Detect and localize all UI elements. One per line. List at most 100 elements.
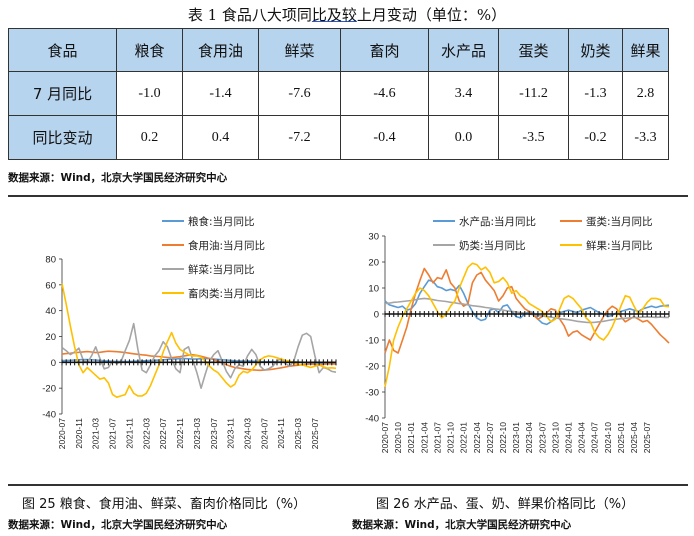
x-tick-label: 2025-04 — [629, 422, 639, 453]
header-cell: 奶类 — [568, 28, 623, 72]
table-cell: -1.0 — [116, 71, 183, 116]
x-tick-label: 2024-04 — [577, 422, 587, 453]
table-cell: -11.2 — [498, 71, 569, 116]
y-tick-label: 20 — [368, 258, 379, 269]
table-cell: 2.8 — [622, 71, 669, 116]
y-tick-label: 0 — [51, 358, 56, 369]
y-tick-label: -40 — [42, 410, 56, 421]
x-tick-label: 2023-01 — [511, 422, 521, 453]
header-cell: 鲜果 — [622, 28, 669, 72]
table-header-row: 食品 粮食 食用油 鲜菜 畜肉 水产品 蛋类 奶类 鲜果 — [8, 28, 669, 72]
x-tick-label: 2021-04 — [419, 422, 429, 453]
caption-figure-25: 图 25 粮食、食用油、鲜菜、畜肉价格同比（%） — [22, 497, 307, 512]
table-cell: 3.4 — [428, 71, 499, 116]
x-tick-label: 2024-07 — [259, 418, 269, 449]
x-tick-label: 2023-07 — [209, 418, 219, 449]
x-tick-label: 2020-07 — [380, 422, 390, 453]
caption-figure-26: 图 26 水产品、蛋、奶、鲜果价格同比（%） — [376, 497, 635, 512]
legend-label: 水产品:当月同比 — [459, 215, 536, 228]
x-tick-label: 2023-07 — [537, 422, 547, 453]
table-cell: -0.2 — [568, 115, 623, 160]
x-tick-label: 2025-03 — [293, 418, 303, 449]
table-cell: -0.4 — [340, 115, 429, 160]
x-tick-label: 2022-04 — [472, 422, 482, 453]
table-row: 7 月同比 -1.0 -1.4 -7.6 -4.6 3.4 -11.2 -1.3… — [8, 71, 669, 116]
y-tick-label: -20 — [42, 384, 56, 395]
y-tick-label: 60 — [45, 280, 56, 291]
table-cell: 0.4 — [182, 115, 259, 160]
x-tick-label: 2022-07 — [158, 418, 168, 449]
row-label: 7 月同比 — [8, 71, 117, 116]
x-tick-label: 2023-04 — [524, 422, 534, 453]
header-cell: 食用油 — [182, 28, 259, 72]
left-source-note: 数据来源：Wind，北京大学国民经济研究中心 — [8, 519, 228, 531]
y-tick-label: 30 — [368, 232, 379, 243]
y-tick-label: -10 — [365, 336, 379, 347]
table-cell: 0.0 — [428, 115, 499, 160]
x-tick-label: 2022-03 — [141, 418, 151, 449]
x-tick-label: 2025-07 — [310, 418, 320, 449]
x-tick-label: 2023-03 — [192, 418, 202, 449]
header-cell: 水产品 — [428, 28, 499, 72]
x-tick-label: 2024-03 — [242, 418, 252, 449]
legend-label: 鲜菜:当月同比 — [188, 263, 255, 276]
table-cell: 0.2 — [116, 115, 183, 160]
series-line — [61, 283, 337, 398]
table-cell: -3.3 — [622, 115, 669, 160]
series-line — [384, 262, 670, 387]
x-tick-label: 2024-10 — [603, 422, 613, 453]
table-cell: -7.6 — [258, 71, 341, 116]
header-cell: 蛋类 — [498, 28, 569, 72]
table-cell: -1.4 — [182, 71, 259, 116]
table-cell: -7.2 — [258, 115, 341, 160]
x-tick-label: 2022-01 — [459, 422, 469, 453]
x-tick-label: 2023-11 — [226, 418, 236, 449]
x-tick-label: 2022-11 — [175, 418, 185, 449]
header-cell: 畜肉 — [340, 28, 429, 72]
y-tick-label: 0 — [374, 310, 379, 321]
x-tick-label: 2024-01 — [564, 422, 574, 453]
y-tick-label: 80 — [45, 255, 56, 266]
x-tick-label: 2021-11 — [124, 418, 134, 449]
table-title-part1: 表 1 食品八大项同 — [187, 6, 312, 24]
header-cell: 食品 — [8, 28, 117, 72]
table-cell: -1.3 — [568, 71, 623, 116]
x-tick-label: 2021-07 — [432, 422, 442, 453]
y-tick-label: -30 — [365, 388, 379, 399]
x-tick-label: 2020-07 — [57, 418, 67, 449]
right-source-note: 数据来源：Wind，北京大学国民经济研究中心 — [352, 519, 572, 531]
x-tick-label: 2025-07 — [642, 422, 652, 453]
bottom-divider — [8, 484, 688, 486]
header-cell: 粮食 — [116, 28, 183, 72]
x-tick-label: 2025-01 — [616, 422, 626, 453]
table-title: 表 1 食品八大项同比及较上月变动（单位：%） — [0, 4, 694, 25]
y-tick-label: 10 — [368, 284, 379, 295]
table-cell: -3.5 — [498, 115, 569, 160]
y-tick-label: -40 — [365, 414, 379, 425]
x-tick-label: 2020-10 — [393, 422, 403, 453]
table-title-part3: 上月变动（单位：%） — [356, 6, 507, 24]
legend-label: 粮食:当月同比 — [188, 215, 255, 228]
y-tick-label: 40 — [45, 306, 56, 317]
legend-label: 畜肉类:当月同比 — [188, 287, 265, 300]
food-price-table: 食品 粮食 食用油 鲜菜 畜肉 水产品 蛋类 奶类 鲜果 7 月同比 -1.0 … — [8, 28, 669, 160]
x-tick-label: 2021-10 — [446, 422, 456, 453]
top-divider — [8, 195, 688, 197]
legend-label: 蛋类:当月同比 — [586, 215, 653, 228]
x-tick-label: 2021-01 — [406, 422, 416, 453]
x-tick-label: 2021-03 — [91, 418, 101, 449]
table-cell: -4.6 — [340, 71, 429, 116]
x-tick-label: 2021-07 — [108, 418, 118, 449]
series-line — [61, 322, 337, 389]
x-tick-label: 2020-11 — [74, 418, 84, 449]
series-line — [384, 267, 670, 354]
x-tick-label: 2023-10 — [550, 422, 560, 453]
header-cell: 鲜菜 — [258, 28, 341, 72]
x-tick-label: 2024-07 — [590, 422, 600, 453]
x-tick-label: 2024-11 — [276, 418, 286, 449]
y-tick-label: 20 — [45, 332, 56, 343]
row-label: 同比变动 — [8, 115, 117, 160]
table-source-note: 数据来源：Wind，北京大学国民经济研究中心 — [8, 172, 228, 184]
